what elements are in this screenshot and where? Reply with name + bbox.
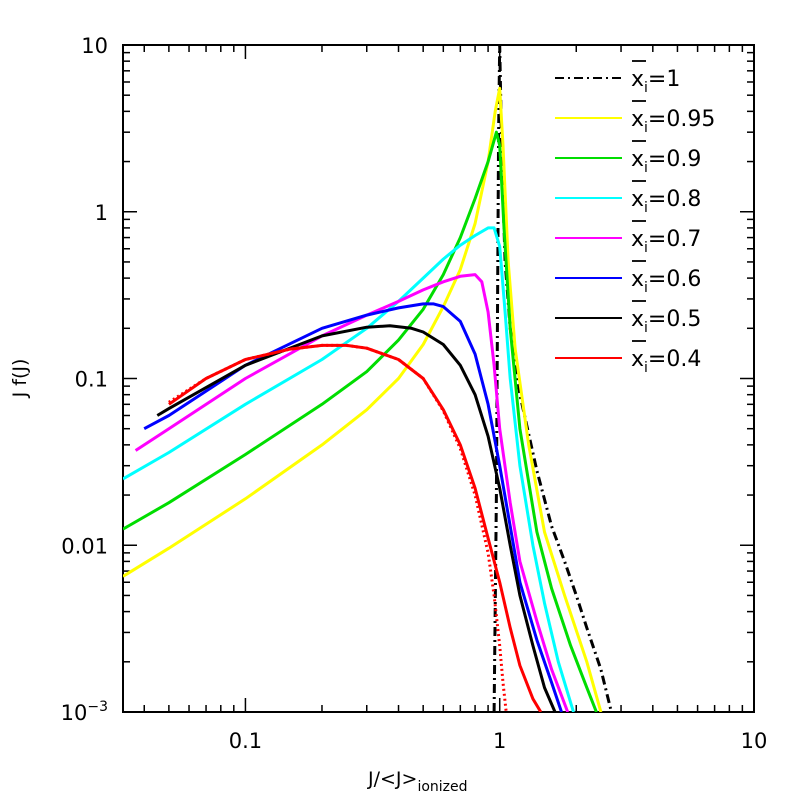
x-axis-label: J/<J>ionized	[367, 768, 468, 795]
y-tick-label: 10−3	[61, 699, 108, 725]
series-lines	[123, 45, 613, 712]
y-tick-label: 10	[81, 34, 108, 58]
legend-label: xi=0.5	[631, 307, 701, 336]
series-line-6	[156, 324, 557, 712]
y-axis-label: J f(J)	[9, 359, 31, 399]
x-axis-label-main: J/<J>	[367, 768, 417, 790]
series-line-5	[143, 302, 563, 712]
series-line-2	[123, 130, 598, 712]
x-axis-label-sub: ionized	[417, 779, 467, 795]
y-tick-label: 0.1	[75, 368, 108, 392]
series-line-0	[492, 45, 613, 712]
legend-label: xi=0.6	[631, 267, 701, 296]
x-tick-label: 10	[741, 729, 768, 753]
legend: xi=1 xi=0.95 xi=0.9 xi=0.8 xi=0.7 xi=0.6 xi=0.…	[555, 60, 715, 376]
y-tick-label: 0.01	[61, 534, 108, 558]
legend-label: xi=0.7	[631, 227, 701, 256]
plot-frame	[122, 44, 755, 713]
x-tick-label: 0.1	[229, 729, 262, 753]
y-tick-label: 1	[95, 201, 108, 225]
series-line-8	[168, 343, 508, 712]
legend-label: xi=0.4	[631, 347, 701, 376]
legend-label: xi=0.8	[631, 187, 701, 216]
series-line-7	[168, 343, 543, 712]
x-tick-label: 1	[493, 729, 506, 753]
legend-label: xi=1	[631, 67, 680, 96]
legend-label: xi=0.9	[631, 147, 701, 176]
series-line-3	[123, 226, 575, 712]
tick-labels: 0.1 1 10 10 1 0.1 0.01 10−3	[61, 34, 768, 753]
axis-ticks	[123, 44, 755, 713]
legend-label: xi=0.95	[631, 107, 715, 136]
